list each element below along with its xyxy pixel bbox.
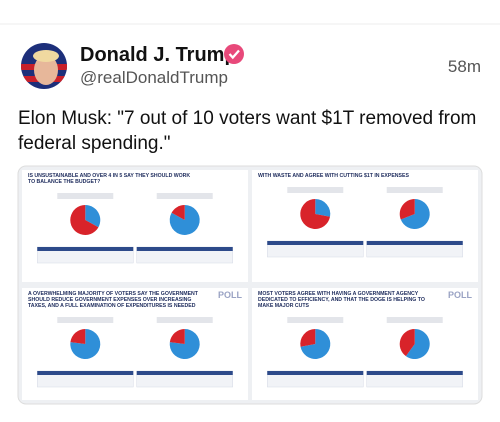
pie-slice [70, 205, 99, 235]
pie-slice [169, 205, 200, 236]
poll-logo: POLL [448, 290, 473, 300]
post-text: federal spending." [18, 133, 171, 154]
pie-slice [300, 329, 316, 347]
table-header [136, 371, 233, 375]
table-header [366, 241, 463, 245]
chart-panel [22, 170, 248, 282]
table-header [267, 241, 364, 245]
avatar[interactable] [20, 42, 68, 90]
table-header [267, 371, 364, 375]
panel-title: IS UNSUSTAINABLE AND OVER 4 IN 5 SAY THE… [28, 173, 190, 179]
pie-slice [399, 329, 415, 357]
question-text [57, 317, 114, 323]
panel-title: DEDICATED TO EFFICIENCY, AND THAT THE DO… [258, 297, 425, 303]
timestamp: 58m [448, 57, 481, 76]
panel-title: TAXES, AND A FULL EXAMINATION OF EXPENDI… [28, 303, 196, 309]
pie-slice [171, 205, 185, 220]
table-header [37, 371, 134, 375]
pie-slice [70, 329, 86, 344]
handle[interactable]: @realDonaldTrump [80, 68, 228, 87]
pie-slice [300, 199, 331, 229]
verified-badge [224, 44, 244, 64]
question-text [386, 317, 443, 323]
table-header [37, 247, 134, 251]
pie-slice [85, 205, 101, 228]
question-text [156, 193, 213, 199]
chart-panel [252, 170, 478, 282]
post-text: Elon Musk: "7 out of 10 voters want $1T … [18, 108, 476, 129]
pie-slice [400, 199, 430, 230]
question-text [156, 317, 213, 323]
question-text [57, 193, 114, 199]
pie-slice [315, 199, 331, 217]
pie-slice [300, 329, 331, 360]
question-text [386, 187, 443, 193]
pie-slice [169, 329, 200, 359]
panel-title: TO BALANCE THE BUDGET? [28, 179, 100, 185]
panel-title: SHOULD REDUCE GOVERNMENT EXPENSES OVER I… [28, 297, 191, 303]
panel-title: WITH WASTE AND AGREE WITH CUTTING $1T IN… [258, 173, 409, 179]
media-grid: IS UNSUSTAINABLE AND OVER 4 IN 5 SAY THE… [22, 170, 478, 400]
question-text [287, 187, 344, 193]
pie-slice [399, 199, 415, 220]
pie-slice [405, 329, 430, 360]
display-name[interactable]: Donald J. Trump [80, 44, 237, 66]
poll-logo: POLL [218, 290, 243, 300]
table-header [366, 371, 463, 375]
question-text [287, 317, 344, 323]
panel-title: MAKE MAJOR CUTS [258, 303, 310, 309]
pie-slice [169, 329, 185, 344]
panel-title: MOST VOTERS AGREE WITH HAVING A GOVERNME… [258, 291, 419, 297]
table-header [136, 247, 233, 251]
panel-title: A OVERWHELMING MAJORITY OF VOTERS SAY TH… [28, 291, 199, 297]
